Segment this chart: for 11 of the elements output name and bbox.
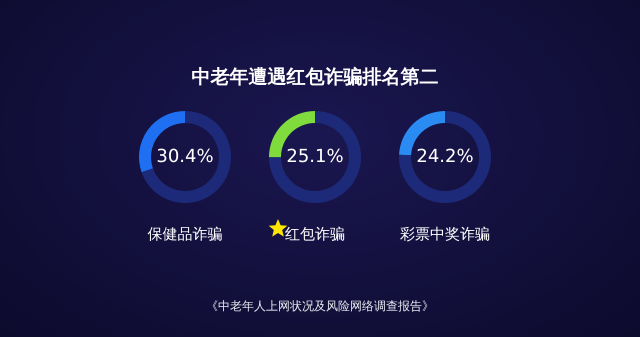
data-label: 30.4% <box>156 146 214 167</box>
data-label: 24.2% <box>416 146 474 167</box>
donut-slice <box>142 111 231 203</box>
text: 中老年遭遇红包诈骗排名第二 <box>192 66 438 88</box>
donut-slice <box>269 111 361 203</box>
text: 保健品诈骗 <box>148 225 222 243</box>
donut-slice <box>399 111 491 203</box>
data-label: 25.1% <box>286 146 344 167</box>
text: 红包诈骗 <box>285 225 345 243</box>
text: 彩票中奖诈骗 <box>400 225 490 243</box>
text: 《中老年人上网状况及风险网络调查报告》 <box>205 298 435 315</box>
